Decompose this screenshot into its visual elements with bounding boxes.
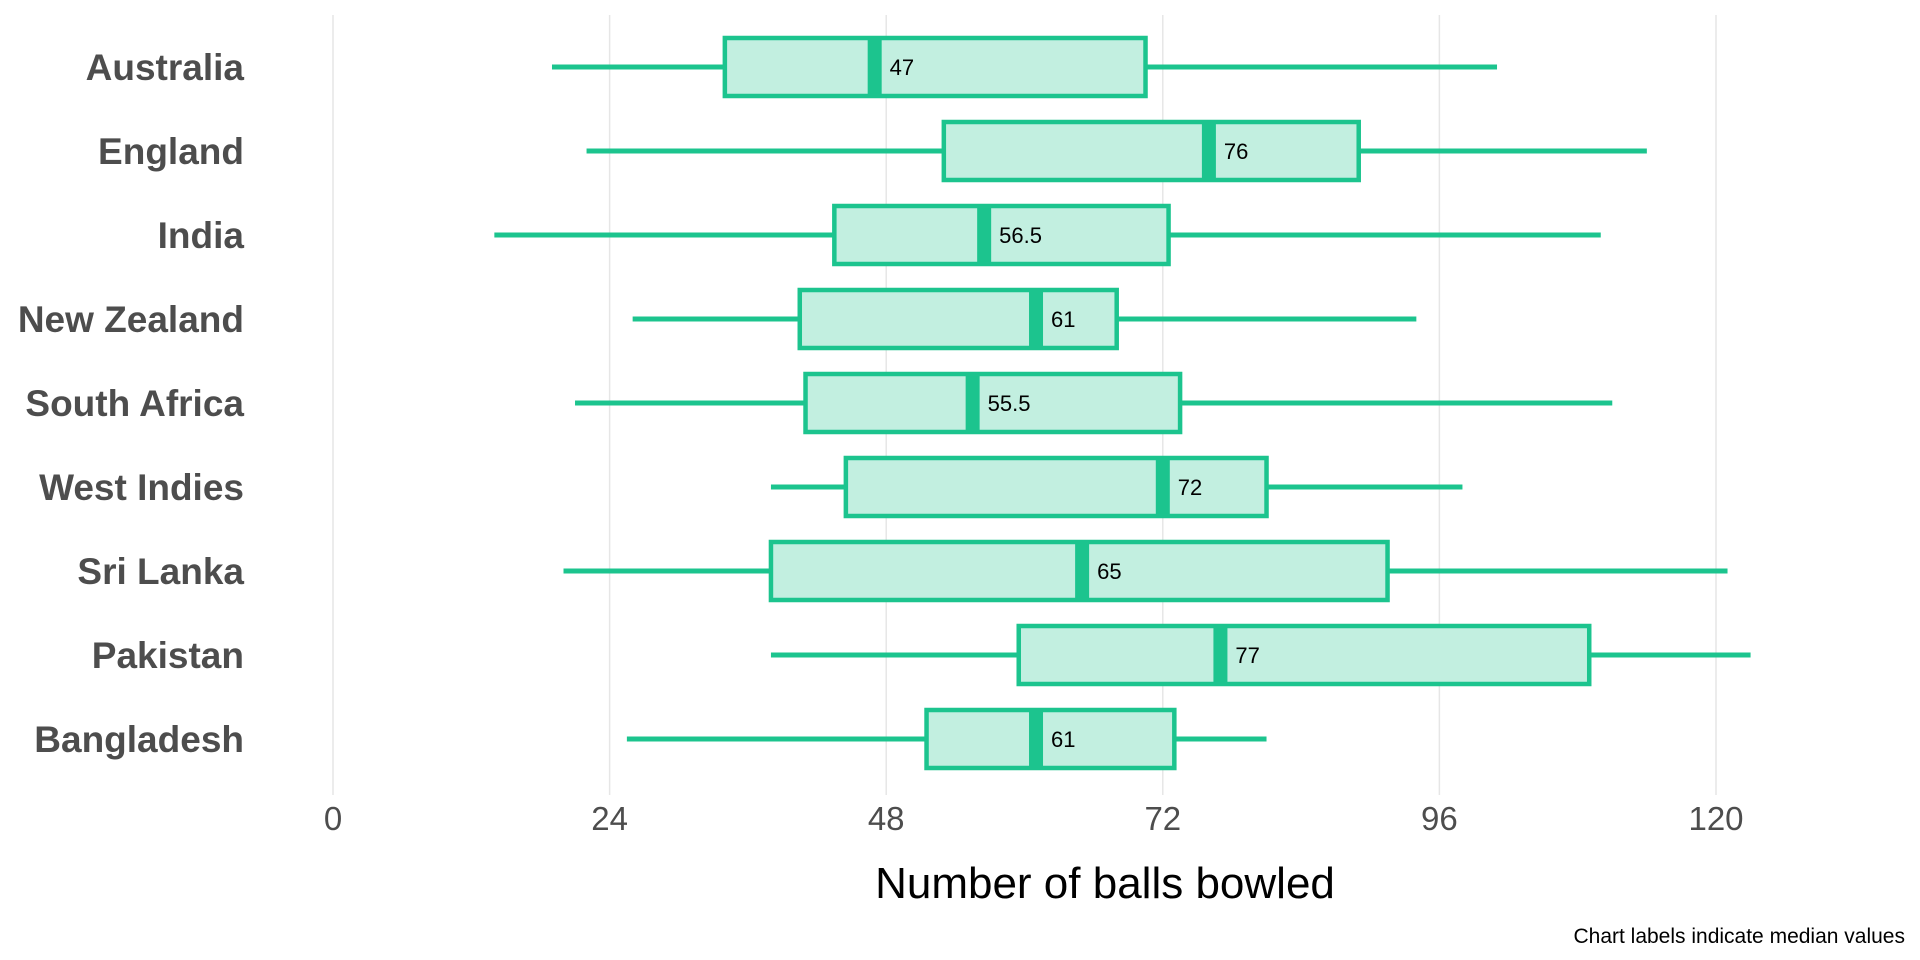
boxplot-sri-lanka: 65	[563, 539, 1728, 603]
x-tick-label: 120	[1688, 800, 1743, 837]
x-tick-label: 48	[868, 800, 905, 837]
box-iqr	[924, 707, 1177, 771]
median-label: 61	[1051, 307, 1075, 332]
median-label: 47	[890, 55, 914, 80]
boxplot-england: 76	[586, 119, 1647, 183]
x-tick-label: 24	[591, 800, 628, 837]
median-bar	[1029, 290, 1044, 348]
box-iqr	[832, 203, 1171, 267]
boxplot-west-indies: 72	[770, 455, 1463, 519]
boxplot-new-zealand: 61	[632, 287, 1417, 351]
x-tick-label: 96	[1421, 800, 1458, 837]
x-tick-label: 0	[324, 800, 342, 837]
category-label: Sri Lanka	[77, 551, 244, 592]
category-label: West Indies	[39, 467, 244, 508]
box-iqr	[722, 35, 1148, 99]
chart-caption: Chart labels indicate median values	[1573, 925, 1905, 948]
category-label: Bangladesh	[34, 719, 244, 760]
median-bar	[965, 374, 980, 432]
x-tick-labels: 0 24 48 72 96 120	[324, 800, 1744, 837]
boxplot-australia: 47	[551, 35, 1498, 99]
median-label: 55.5	[988, 391, 1031, 416]
median-bar	[1075, 542, 1090, 600]
median-bar	[1201, 122, 1216, 180]
median-bar	[977, 206, 992, 264]
category-label: New Zealand	[18, 299, 244, 340]
box-iqr	[843, 455, 1269, 519]
box-iqr	[1016, 623, 1592, 687]
box-iqr	[941, 119, 1361, 183]
category-label: South Africa	[25, 383, 244, 424]
box-iqr	[803, 371, 1183, 435]
median-label: 56.5	[999, 223, 1042, 248]
category-label: Australia	[86, 47, 245, 88]
boxplot-pakistan: 77	[770, 623, 1751, 687]
box-iqr	[797, 287, 1119, 351]
category-label: Pakistan	[92, 635, 244, 676]
x-tick-label: 72	[1144, 800, 1181, 837]
median-label: 77	[1235, 643, 1259, 668]
boxplots: 47 76 56.5 61 55.5 72 65 77 61	[494, 35, 1751, 771]
category-labels: Australia England India New Zealand South Af…	[18, 47, 245, 760]
median-bar	[1213, 626, 1228, 684]
category-label: India	[158, 215, 245, 256]
median-label: 61	[1051, 727, 1075, 752]
x-axis-title: Number of balls bowled	[875, 859, 1335, 908]
median-label: 72	[1178, 475, 1202, 500]
boxplot-india: 56.5	[494, 203, 1601, 267]
category-label: England	[98, 131, 244, 172]
median-label: 65	[1097, 559, 1121, 584]
median-label: 76	[1224, 139, 1248, 164]
median-bar	[1029, 710, 1044, 768]
boxplot-bangladesh: 61	[626, 707, 1267, 771]
median-bar	[1155, 458, 1170, 516]
median-bar	[867, 38, 882, 96]
boxplot-south-africa: 55.5	[575, 371, 1613, 435]
